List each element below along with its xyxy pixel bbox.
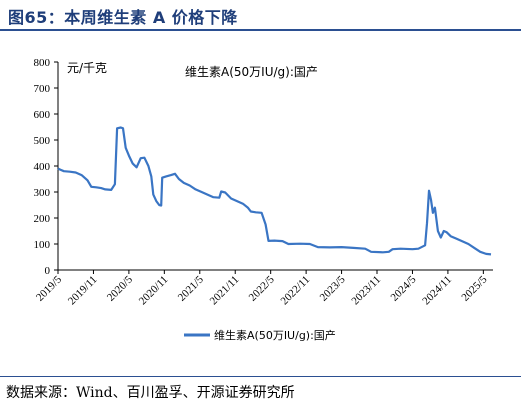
y-tick-label: 800 <box>34 57 51 69</box>
x-tick-label: 2022/11 <box>279 274 313 308</box>
x-tick-label: 2021/11 <box>208 274 242 308</box>
x-tick-label: 2023/11 <box>349 274 383 308</box>
title-divider <box>0 29 521 31</box>
x-tick-label: 2024/11 <box>420 274 454 308</box>
y-axis-ticks: 0 100 200 300 400 500 600 700 800 <box>34 57 51 277</box>
y-tick-label: 200 <box>34 213 51 225</box>
footer-divider <box>0 376 521 377</box>
y-tick-label: 600 <box>34 109 51 121</box>
y-tick-label: 100 <box>34 239 51 251</box>
x-tick-label: 2024/5 <box>388 273 418 303</box>
source-note: 数据来源：Wind、百川盈孚、开源证券研究所 <box>6 385 295 401</box>
x-tick-label: 2020/11 <box>137 274 171 308</box>
x-tick-label: 2023/5 <box>318 273 348 303</box>
page-title: 图65：本周维生素 A 价格下降 <box>8 8 238 27</box>
y-tick-label: 500 <box>34 135 51 147</box>
y-tick-label: 700 <box>34 83 51 95</box>
y-tick-label: 400 <box>34 161 51 173</box>
x-tick-label: 2021/5 <box>176 273 206 303</box>
legend-label: 维生素A(50万IU/g):国产 <box>214 328 336 342</box>
y-axis-unit-label: 元/千克 <box>67 61 107 75</box>
y-tick-label: 300 <box>34 187 51 199</box>
x-tick-label: 2025/5 <box>459 273 489 303</box>
chart-title: 维生素A(50万IU/g):国产 <box>185 65 318 79</box>
x-tick-label: 2022/5 <box>247 273 277 303</box>
y-tick-label: 0 <box>45 265 51 277</box>
x-tick-label: 2019/5 <box>34 273 64 303</box>
x-tick-label: 2020/5 <box>105 273 135 303</box>
series-line <box>57 126 492 256</box>
x-tick-label: 2019/11 <box>66 274 100 308</box>
y-axis-tick-marks <box>54 61 58 271</box>
x-axis-ticks: 2019/5 2019/11 2020/5 2020/11 2021/5 2021/11 2… <box>34 270 490 307</box>
